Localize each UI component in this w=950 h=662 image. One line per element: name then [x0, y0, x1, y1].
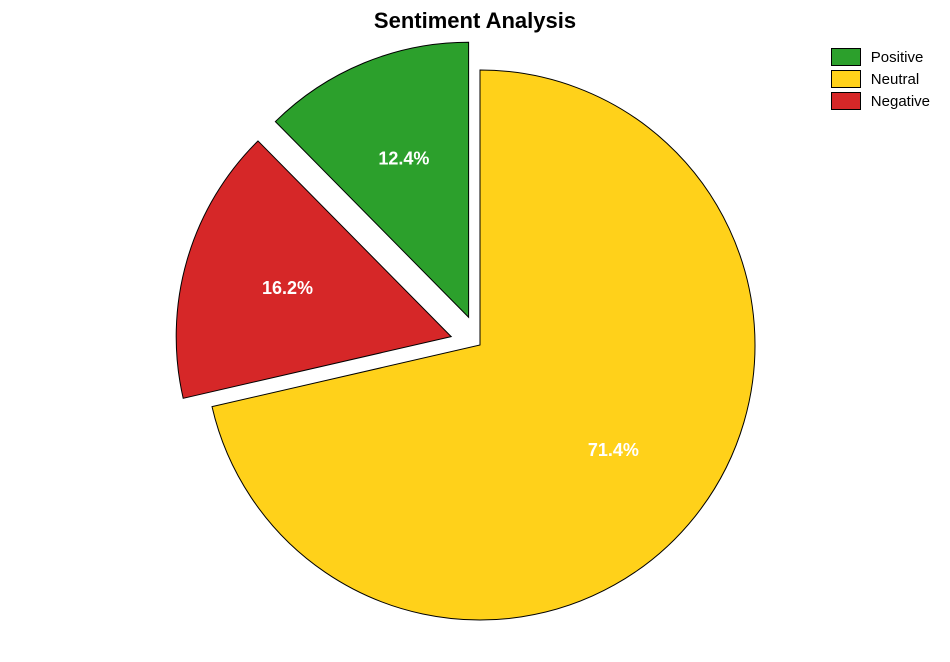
legend-swatch-negative [831, 92, 861, 110]
legend-item-negative: Negative [831, 92, 930, 110]
legend-label-neutral: Neutral [871, 71, 919, 88]
pie-slice-label-negative: 16.2% [262, 278, 313, 298]
sentiment-pie-chart: Sentiment Analysis 71.4%16.2%12.4% Posit… [0, 0, 950, 662]
legend-label-positive: Positive [871, 49, 924, 66]
pie-slice-label-positive: 12.4% [378, 148, 429, 168]
legend-item-positive: Positive [831, 48, 930, 66]
pie-slice-label-neutral: 71.4% [588, 440, 639, 460]
legend-swatch-neutral [831, 70, 861, 88]
pie-svg: 71.4% 16.2% 12.4% [0, 0, 950, 662]
legend-swatch-positive [831, 48, 861, 66]
legend: Positive Neutral Negative [831, 48, 930, 114]
legend-item-neutral: Neutral [831, 70, 930, 88]
legend-label-negative: Negative [871, 93, 930, 110]
